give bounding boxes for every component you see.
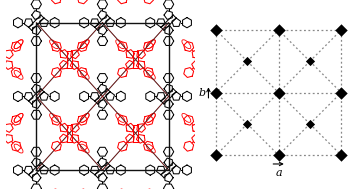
Point [307, 60, 313, 63]
Point [213, 154, 219, 157]
Point [213, 29, 219, 32]
Point [338, 91, 344, 94]
Point [338, 154, 344, 157]
Text: b: b [199, 88, 206, 98]
Text: a: a [275, 168, 282, 178]
Point [276, 91, 281, 94]
Point [245, 60, 250, 63]
Point [213, 91, 219, 94]
Point [245, 122, 250, 125]
Point [276, 29, 281, 32]
Point [276, 154, 281, 157]
Point [338, 29, 344, 32]
Point [307, 122, 313, 125]
